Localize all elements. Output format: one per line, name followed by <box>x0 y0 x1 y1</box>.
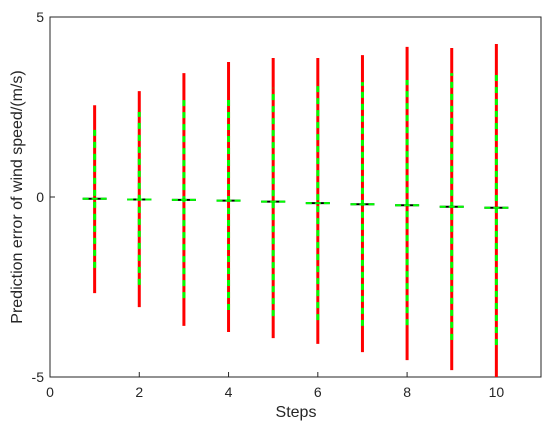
x-tick-label: 2 <box>135 384 143 400</box>
plot-frame <box>49 16 542 378</box>
y-tick-label: 5 <box>36 9 44 25</box>
y-axis-label: Prediction error of wind speed/(m/s) <box>9 70 26 323</box>
x-tick-label: 10 <box>489 384 505 400</box>
x-axis-label: Steps <box>276 404 317 421</box>
y-tick-label: 0 <box>36 189 44 205</box>
y-tick-label: -5 <box>32 369 45 385</box>
x-tick-label: 8 <box>403 384 411 400</box>
x-tick-label: 0 <box>46 384 54 400</box>
x-tick-label: 6 <box>314 384 322 400</box>
x-tick-label: 4 <box>225 384 233 400</box>
